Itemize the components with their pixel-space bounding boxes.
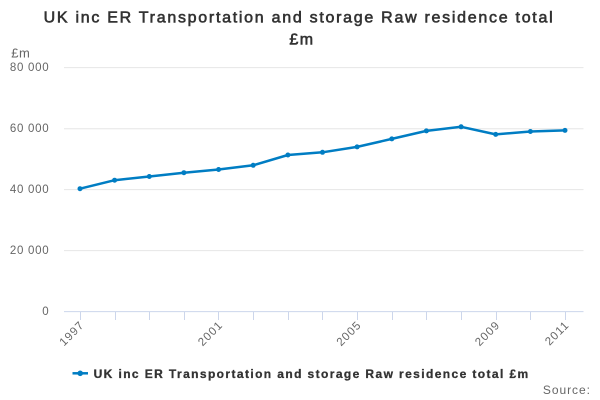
- svg-text:0: 0: [42, 306, 49, 318]
- svg-text:£m: £m: [11, 46, 30, 61]
- svg-text:40 000: 40 000: [10, 184, 49, 196]
- svg-text:£m: £m: [289, 32, 314, 49]
- svg-text:80 000: 80 000: [10, 62, 49, 74]
- svg-text:Source:: Source:: [543, 383, 591, 397]
- svg-text:UK inc ER Transportation and s: UK inc ER Transportation and storage Raw…: [44, 10, 555, 27]
- svg-text:UK inc ER Transportation and s: UK inc ER Transportation and storage Raw…: [94, 367, 530, 381]
- svg-text:20 000: 20 000: [10, 245, 49, 257]
- svg-text:60 000: 60 000: [10, 123, 49, 135]
